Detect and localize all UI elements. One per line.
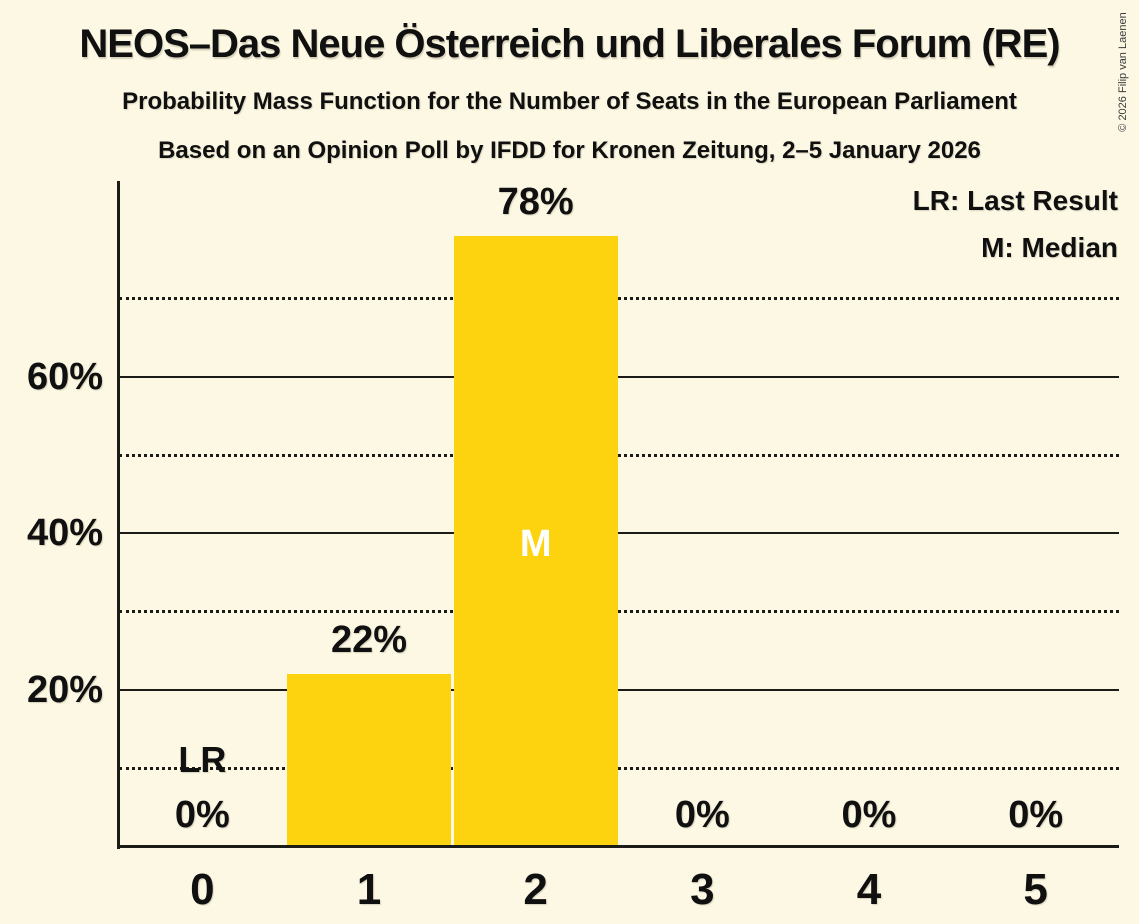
legend-last-result: LR: Last Result [912, 185, 1118, 216]
chart-title: NEOS–Das Neue Österreich und Liberales F… [79, 22, 1060, 66]
gridline-dotted-70pct [119, 297, 1119, 301]
last-result-marker: LR [178, 739, 227, 780]
gridline-dotted-30pct [119, 610, 1119, 614]
x-axis-line [117, 845, 1119, 848]
value-label-seats-3: 0% [674, 794, 730, 836]
y-axis-tick-60pct: 60% [26, 355, 103, 398]
median-marker: M [519, 522, 552, 565]
chart-poll-source: Based on an Opinion Poll by IFDD for Kro… [158, 137, 981, 164]
gridline-solid-60pct [119, 375, 1119, 378]
gridline-dotted-50pct [119, 453, 1119, 457]
x-axis-tick-seats-2: 2 [523, 865, 548, 914]
value-label-seats-5: 0% [1008, 794, 1064, 836]
x-axis-tick-seats-5: 5 [1023, 865, 1048, 914]
x-axis-tick-seats-3: 3 [690, 865, 715, 914]
value-label-seats-2: 78% [497, 180, 574, 223]
x-axis-tick-seats-1: 1 [356, 865, 382, 914]
gridline-solid-40pct [119, 532, 1119, 535]
y-axis-line [117, 181, 120, 849]
x-axis-tick-seats-4: 4 [856, 865, 882, 914]
y-axis-tick-40pct: 40% [26, 512, 103, 555]
value-label-seats-1: 22% [330, 618, 408, 661]
chart-subtitle: Probability Mass Function for the Number… [122, 88, 1017, 115]
value-label-seats-0: 0% [174, 794, 230, 836]
bar-seats-1 [287, 673, 451, 846]
x-axis-tick-seats-0: 0 [190, 865, 215, 914]
y-axis-tick-20pct: 20% [26, 668, 103, 711]
gridline-dotted-10pct [119, 766, 1119, 770]
gridline-solid-20pct [119, 688, 1119, 691]
legend-median: M: Median [981, 232, 1118, 263]
value-label-seats-4: 0% [841, 794, 897, 836]
bar-seats-2 [453, 235, 618, 846]
